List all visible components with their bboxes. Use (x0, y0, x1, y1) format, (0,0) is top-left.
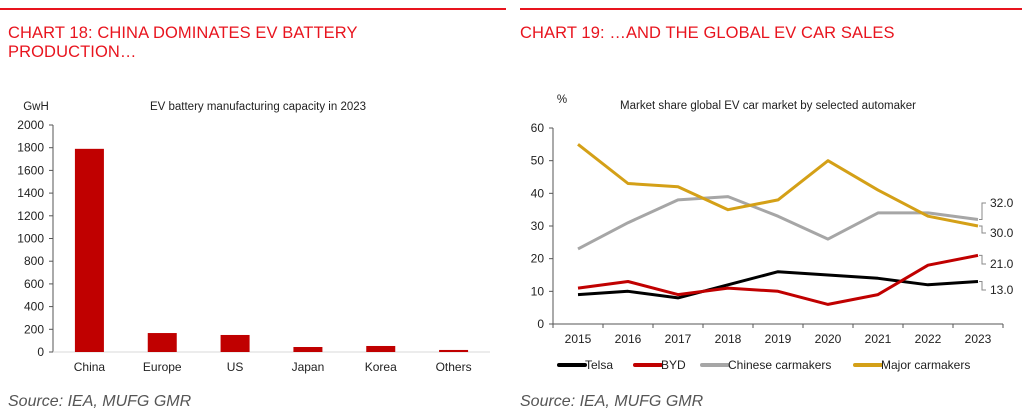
legend-label: Major carmakers (881, 358, 970, 372)
end-label-telsa: 13.0 (990, 283, 1014, 297)
x-tick-label: 2015 (565, 332, 592, 346)
y-axis-label: GwH (23, 101, 49, 113)
y-tick-label: 800 (24, 254, 44, 268)
chart-title: Market share global EV car market by sel… (620, 100, 916, 112)
x-tick-label: 2021 (865, 332, 892, 346)
x-tick-label: Europe (143, 360, 182, 374)
y-tick-label: 20 (531, 252, 545, 266)
legend-label: BYD (661, 358, 686, 372)
end-label-major-carmakers: 30.0 (990, 226, 1014, 240)
y-tick-label: 600 (24, 277, 44, 291)
x-tick-label: China (74, 360, 106, 374)
series-line-chinese-carmakers (577, 195, 979, 251)
y-tick-label: 60 (531, 121, 545, 135)
x-tick-label: 2017 (665, 332, 692, 346)
end-label-leader (979, 225, 986, 234)
bar-china (74, 148, 104, 352)
bar-others (439, 349, 469, 352)
y-tick-label: 0 (537, 317, 544, 331)
chart-18-title-line2: PRODUCTION… (8, 43, 137, 61)
end-label-leader (979, 202, 986, 220)
bar-chart-battery-capacity: EV battery manufacturing capacity in 202… (17, 101, 490, 374)
left-header-rule (0, 8, 506, 10)
bar-korea (366, 345, 396, 352)
x-tick-label: Others (436, 360, 472, 374)
y-tick-label: 1400 (17, 186, 44, 200)
chart-18-source: Source: IEA, MUFG GMR (8, 393, 192, 410)
y-tick-label: 0 (37, 345, 44, 359)
x-tick-label: US (227, 360, 244, 374)
right-header-rule (520, 8, 1022, 10)
series-line-byd (577, 253, 979, 306)
x-tick-label: Japan (292, 360, 325, 374)
y-tick-label: 2000 (17, 118, 44, 132)
chart-19-source: Source: IEA, MUFG GMR (520, 393, 704, 410)
x-tick-label: 2018 (715, 332, 742, 346)
x-tick-label: 2023 (965, 332, 992, 346)
y-tick-label: 1600 (17, 163, 44, 177)
chart-19-title: CHART 19: …AND THE GLOBAL EV CAR SALES (520, 24, 895, 42)
y-tick-label: 10 (531, 284, 545, 298)
y-tick-label: 1200 (17, 209, 44, 223)
y-tick-label: 30 (531, 219, 545, 233)
y-axis-label: % (557, 94, 567, 106)
chart-18-title: CHART 18: CHINA DOMINATES EV BATTERY PRO… (8, 24, 358, 62)
end-label-byd: 21.0 (990, 257, 1014, 271)
y-tick-label: 1000 (17, 232, 44, 246)
end-label-chinese-carmakers: 32.0 (990, 196, 1014, 210)
chart-title: EV battery manufacturing capacity in 202… (150, 101, 366, 113)
legend-label: Telsa (585, 358, 613, 372)
x-tick-label: 2019 (765, 332, 792, 346)
bar-europe (147, 333, 177, 352)
legend-item-major-carmakers: Major carmakers (853, 358, 970, 372)
y-tick-label: 40 (531, 186, 545, 200)
y-tick-label: 50 (531, 154, 545, 168)
bar-japan (293, 347, 323, 352)
y-tick-label: 400 (24, 300, 44, 314)
end-label-leader (979, 281, 986, 291)
y-tick-label: 1800 (17, 141, 44, 155)
series-line-telsa (577, 270, 979, 300)
end-label-leader (979, 254, 986, 265)
y-tick-label: 200 (24, 322, 44, 336)
series-line-major-carmakers (577, 143, 979, 228)
x-tick-label: 2020 (815, 332, 842, 346)
x-tick-label: 2016 (615, 332, 642, 346)
legend-item-chinese-carmakers: Chinese carmakers (700, 358, 831, 372)
line-chart-ev-market-share: Market share global EV car market by sel… (531, 94, 1014, 372)
legend-item-byd: BYD (633, 358, 686, 372)
x-tick-label: Korea (365, 360, 397, 374)
chart-18-title-line1: CHART 18: CHINA DOMINATES EV BATTERY (8, 24, 358, 42)
x-tick-label: 2022 (915, 332, 942, 346)
bar-us (220, 334, 250, 352)
legend-label: Chinese carmakers (728, 358, 831, 372)
legend-item-telsa: Telsa (557, 358, 613, 372)
